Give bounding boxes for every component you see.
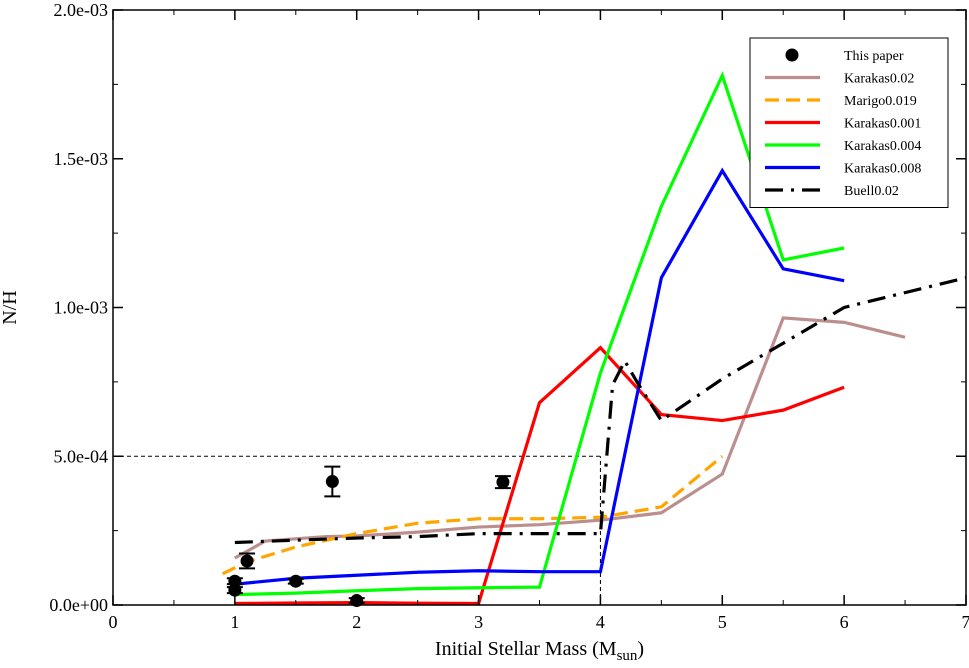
x-tick-label: 5 [718, 612, 727, 632]
x-axis-label-subscript: sun [617, 648, 638, 664]
legend-item: Marigo0.019 [765, 94, 917, 109]
legend-label: Karakas0.004 [844, 139, 921, 154]
data-point-marker [325, 475, 339, 489]
x-tick-label: 4 [596, 612, 605, 632]
x-tick-label: 6 [840, 612, 849, 632]
series-line-karakas0-004 [234, 71, 845, 597]
y-tick-label: 5.0e-04 [54, 446, 108, 466]
data-point [324, 465, 341, 498]
legend-label: Karakas0.02 [844, 72, 914, 87]
data-point-marker [228, 583, 242, 597]
legend-item: Karakas0.004 [765, 139, 921, 154]
series-line-karakas0-001 [234, 345, 845, 606]
data-point [287, 574, 304, 588]
legend: This paper Karakas0.02 Marigo0.019 Karakas0… [749, 37, 949, 208]
y-tick-label: 1.0e-03 [54, 298, 108, 318]
legend-item: This paper [785, 48, 904, 64]
x-axis-label-main: Initial Stellar Mass (M [435, 638, 617, 660]
data-point [226, 583, 243, 597]
y-tick-label: 1.5e-03 [54, 149, 108, 169]
legend-item: Buell0.02 [765, 184, 899, 199]
legend-label: Karakas0.008 [844, 162, 921, 177]
data-point-marker [289, 574, 303, 588]
x-tick-label: 7 [962, 612, 969, 632]
legend-label: Karakas0.001 [844, 117, 921, 132]
series-line-karakas0-008 [234, 167, 845, 586]
y-tick-label: 2.0e-03 [54, 0, 108, 20]
y-axis-label: N/H [0, 290, 21, 324]
axis-ticks: 0 1 2 3 4 5 6 7 0.0e+00 5.0e-04 1.0e-03 1.5e-03 2.0e… [49, 0, 969, 632]
reference-lines [113, 455, 601, 605]
x-axis-label: Initial Stellar Mass (Msun) [435, 638, 644, 664]
data-point [494, 475, 511, 490]
legend-label: Marigo0.019 [844, 94, 917, 109]
y-tick-label: 0.0e+00 [49, 595, 108, 615]
x-tick-label: 2 [352, 612, 361, 632]
x-tick-label: 0 [109, 612, 118, 632]
data-point-marker [496, 475, 510, 489]
data-point-marker [228, 574, 242, 588]
legend-item: Karakas0.008 [765, 162, 921, 177]
legend-label: This paper [844, 49, 904, 64]
data-point [226, 574, 243, 588]
legend-item: Karakas0.02 [765, 72, 914, 87]
x-axis-label-end: ) [637, 638, 644, 660]
data-point [239, 552, 256, 570]
series-line-buell0-02 [234, 276, 967, 545]
x-tick-label: 1 [230, 612, 239, 632]
series-layer [221, 71, 967, 606]
data-points-layer [226, 465, 511, 608]
series-line-karakas0-02 [234, 316, 906, 560]
x-tick-label: 3 [474, 612, 483, 632]
legend-swatch-marker [785, 48, 799, 62]
data-point-marker [240, 554, 254, 568]
legend-label: Buell0.02 [844, 184, 899, 199]
legend-item: Karakas0.001 [765, 117, 921, 132]
series-line-marigo0-019 [221, 455, 724, 576]
